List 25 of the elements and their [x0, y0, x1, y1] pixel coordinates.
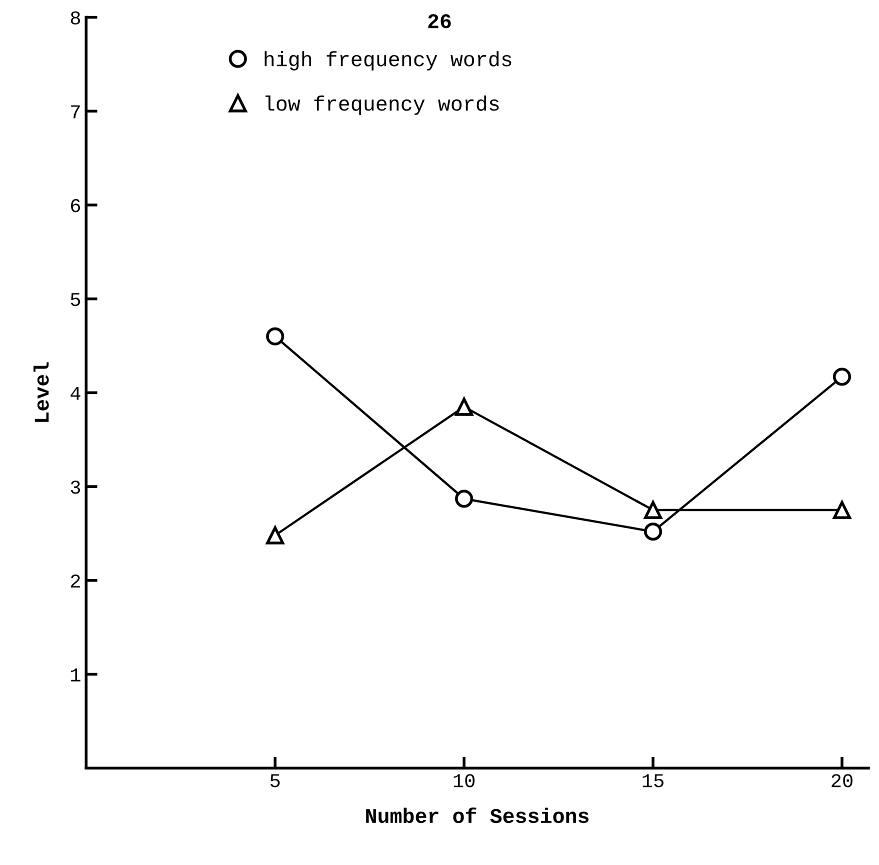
point: [644, 522, 662, 541]
y-tick-label: 2: [70, 574, 80, 588]
x-axis-title: Number of Sessions: [366, 807, 589, 824]
point: [455, 490, 474, 508]
x-tick-label: 10: [454, 774, 475, 788]
x-tick-label: 15: [642, 774, 664, 788]
point: [266, 327, 284, 346]
y-tick-label: 8: [70, 11, 80, 25]
x-tick-label: 5: [270, 774, 280, 788]
y-tick-label: 7: [71, 105, 80, 118]
y-tick-label: 1: [71, 668, 80, 682]
point: [832, 500, 852, 520]
y-tick-label: 3: [70, 480, 80, 494]
point: [455, 398, 474, 416]
y-tick-label: 4: [70, 386, 80, 400]
legend-label: high frequency words: [264, 51, 512, 70]
annotation: 26: [428, 14, 451, 28]
x-tick-label: 20: [832, 774, 852, 788]
legend-label: low frequency words: [266, 95, 499, 115]
y-axis-title: Level: [34, 362, 49, 422]
point: [832, 368, 852, 386]
point: [644, 500, 662, 520]
y-tick-label: 6: [71, 199, 80, 212]
point: [266, 526, 284, 544]
y-tick-label: 5: [70, 293, 80, 306]
